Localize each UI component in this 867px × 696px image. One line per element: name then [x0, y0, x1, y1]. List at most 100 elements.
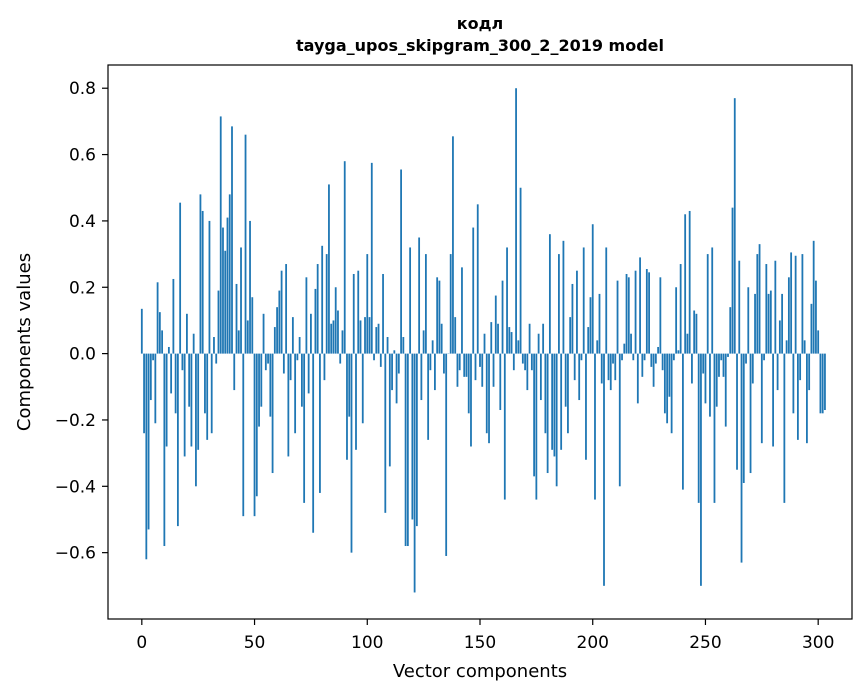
- bar: [409, 247, 412, 354]
- bar: [636, 353, 639, 404]
- bar: [706, 254, 709, 354]
- bar: [386, 337, 389, 354]
- bar: [314, 288, 317, 354]
- bar: [253, 353, 256, 517]
- bar: [776, 353, 779, 391]
- bar: [562, 240, 565, 354]
- x-tick-label: 200: [577, 633, 609, 653]
- bar: [434, 353, 436, 391]
- bar: [472, 227, 475, 354]
- bar: [567, 353, 569, 434]
- bar: [558, 254, 560, 354]
- y-tick-label: 0.6: [69, 146, 96, 166]
- bar: [445, 353, 448, 556]
- bar: [210, 353, 213, 434]
- bar: [481, 353, 484, 387]
- bar: [330, 323, 333, 354]
- bar: [154, 353, 157, 424]
- bar: [411, 353, 414, 520]
- bar: [262, 313, 265, 354]
- bar: [364, 317, 366, 354]
- bar: [201, 210, 204, 354]
- bar: [713, 353, 716, 503]
- bar: [499, 353, 502, 411]
- bar: [774, 260, 777, 354]
- y-tick-label: 0.2: [69, 278, 96, 298]
- bar: [456, 353, 459, 387]
- bar: [291, 317, 294, 354]
- bar: [659, 277, 662, 354]
- bar: [573, 353, 576, 381]
- bar: [361, 353, 364, 424]
- bar: [332, 320, 335, 354]
- bar: [817, 330, 820, 354]
- bar: [233, 353, 236, 391]
- bar: [666, 353, 669, 424]
- bar: [815, 280, 817, 354]
- bar: [375, 327, 378, 354]
- bar: [474, 353, 477, 381]
- bar: [794, 255, 797, 354]
- bar: [391, 353, 393, 391]
- bar: [555, 353, 558, 487]
- bar: [785, 340, 788, 354]
- y-axis-label: Components values: [14, 253, 35, 431]
- x-tick-label: 300: [802, 633, 834, 653]
- bar: [440, 323, 443, 354]
- bar: [174, 353, 177, 414]
- y-tick-label: −0.4: [55, 477, 96, 497]
- bar: [587, 327, 590, 354]
- bar: [704, 353, 707, 404]
- bar: [645, 269, 648, 354]
- bar: [413, 353, 416, 593]
- bar: [508, 327, 511, 354]
- bar: [630, 333, 632, 354]
- bar: [357, 270, 360, 354]
- bar: [170, 353, 173, 394]
- bar: [465, 353, 468, 377]
- x-tick-label: 250: [689, 633, 721, 653]
- x-tick-label: 100: [351, 633, 383, 653]
- bar: [226, 217, 229, 354]
- bar: [231, 126, 233, 354]
- bar: [740, 353, 743, 563]
- bar: [535, 353, 538, 500]
- bar: [650, 353, 653, 367]
- bar: [449, 254, 452, 354]
- bar: [334, 287, 337, 354]
- bar: [627, 277, 630, 354]
- bar: [300, 353, 303, 407]
- bar: [197, 353, 200, 450]
- bar: [526, 353, 529, 391]
- y-tick-label: 0.8: [69, 79, 96, 99]
- bar: [821, 353, 824, 414]
- bar: [310, 313, 312, 354]
- bar: [488, 353, 490, 444]
- bar: [467, 353, 470, 414]
- bar: [289, 353, 292, 381]
- bar: [373, 353, 375, 361]
- bar: [452, 136, 454, 354]
- bar: [736, 353, 738, 470]
- bar: [524, 353, 526, 371]
- bar: [395, 353, 398, 404]
- chart-title-line-2: tayga_upos_skipgram_300_2_2019 model: [296, 36, 664, 55]
- bar: [799, 353, 802, 381]
- bar: [693, 310, 696, 354]
- bar: [406, 353, 409, 547]
- x-tick-label: 0: [136, 633, 147, 653]
- bar: [733, 98, 736, 354]
- bar: [204, 353, 206, 414]
- bar: [273, 327, 276, 354]
- bar: [463, 353, 466, 377]
- bar: [724, 353, 727, 427]
- bar: [167, 346, 170, 354]
- bar: [260, 353, 263, 407]
- bar: [156, 282, 159, 354]
- bar: [582, 247, 585, 354]
- x-tick-label: 50: [244, 633, 266, 653]
- bar: [677, 350, 680, 354]
- bar: [224, 250, 227, 354]
- bar: [282, 353, 285, 374]
